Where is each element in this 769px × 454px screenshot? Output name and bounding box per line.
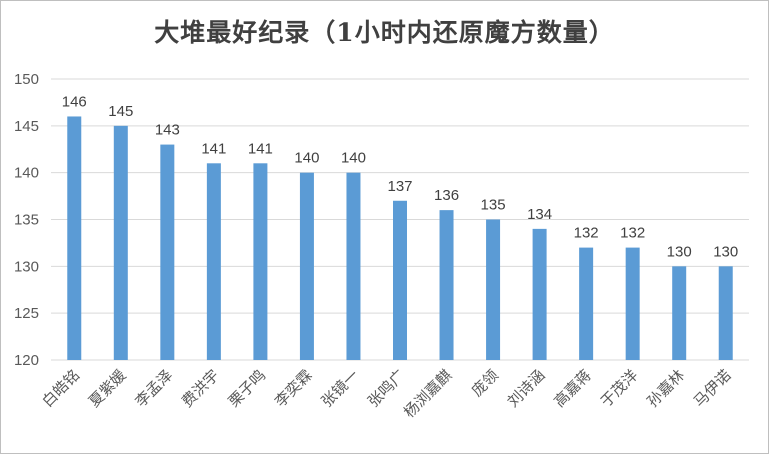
category-label: 孙嘉林 [643,366,688,411]
y-tick-label: 145 [14,118,39,135]
data-label: 132 [620,225,645,242]
bar [672,266,687,360]
category-label: 张镜一 [318,366,363,411]
data-label: 146 [62,93,87,110]
category-label: 栗子鸣 [225,366,270,411]
bar [625,247,640,360]
category-label: 李孟泽 [132,366,177,411]
bar [253,163,268,360]
category-label: 李奕霖 [271,366,316,411]
bar [67,116,82,360]
y-tick-label: 125 [14,305,39,322]
y-tick-label: 150 [14,71,39,88]
chart-title: 大堆最好纪录（1小时内还原魔方数量） [154,18,615,47]
data-label: 132 [574,225,599,242]
bar [579,247,594,360]
data-label: 130 [713,243,738,260]
y-tick-label: 120 [14,352,39,369]
category-label: 于茂洋 [597,366,642,411]
data-label: 135 [481,197,506,214]
y-tick-label: 130 [14,258,39,275]
category-label: 高嘉蒋 [550,366,595,411]
data-label: 145 [108,103,133,120]
data-label: 140 [341,150,366,167]
bar [346,172,361,360]
bar [718,266,733,360]
bar [486,219,501,360]
bar [206,163,221,360]
category-label: 夏紫媛 [85,366,130,411]
data-label: 143 [155,122,180,139]
y-tick-label: 135 [14,212,39,229]
category-label: 庞领 [468,366,502,400]
category-label: 马伊诺 [690,366,735,411]
data-label: 134 [527,206,552,223]
data-label: 136 [434,187,459,204]
data-label: 141 [201,140,226,157]
category-label: 张鸣广 [364,366,409,411]
category-label: 刘诗涵 [504,366,549,411]
bar [299,172,314,360]
bar [439,210,454,360]
category-label: 费洪宇 [178,366,223,411]
bar [393,200,407,360]
data-label: 140 [294,150,319,167]
data-label: 130 [667,243,692,260]
bar [160,144,175,360]
category-label: 白皓铭 [39,366,84,411]
bar [532,228,547,360]
data-label: 137 [387,178,412,195]
data-label: 141 [248,140,273,157]
category-label: 杨浏嘉麒 [400,366,455,421]
bar [113,125,128,360]
y-tick-label: 140 [14,165,39,182]
